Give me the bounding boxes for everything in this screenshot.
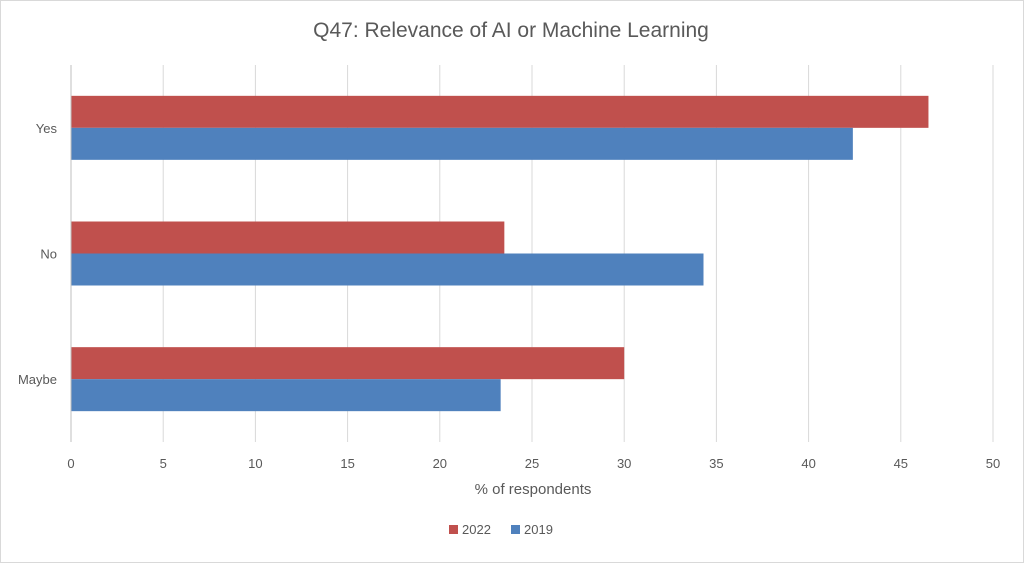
x-tick-label: 5 xyxy=(160,456,167,471)
x-tick-label: 40 xyxy=(801,456,815,471)
chart-title: Q47: Relevance of AI or Machine Learning xyxy=(313,19,709,42)
x-tick-label: 20 xyxy=(433,456,447,471)
x-tick-label: 0 xyxy=(67,456,74,471)
legend: 2022 2019 xyxy=(449,522,553,537)
x-axis-title: % of respondents xyxy=(475,481,592,498)
y-axis: Yes No Maybe xyxy=(18,65,72,442)
bar-2022-no xyxy=(71,221,505,254)
legend-swatch-2019 xyxy=(511,525,520,534)
x-tick-label: 45 xyxy=(894,456,908,471)
legend-swatch-2022 xyxy=(449,525,458,534)
x-tick-label: 30 xyxy=(617,456,631,471)
bar-2019-no xyxy=(71,253,704,286)
legend-label: 2019 xyxy=(524,522,553,537)
bar-2019-maybe xyxy=(71,379,501,412)
x-tick-label: 50 xyxy=(986,456,1000,471)
y-category-label: Maybe xyxy=(18,372,57,387)
x-tick-label: 25 xyxy=(525,456,539,471)
x-axis-ticks: 0 5 10 15 20 25 30 35 40 45 50 xyxy=(67,456,1000,471)
legend-label: 2022 xyxy=(462,522,491,537)
x-tick-label: 10 xyxy=(248,456,262,471)
bar-2022-maybe xyxy=(71,347,625,380)
x-tick-label: 15 xyxy=(340,456,354,471)
bar-2022-yes xyxy=(71,95,929,128)
x-tick-label: 35 xyxy=(709,456,723,471)
bar-2019-yes xyxy=(71,127,853,160)
y-category-label: Yes xyxy=(36,121,58,136)
y-category-label: No xyxy=(40,247,57,262)
bars xyxy=(71,95,929,412)
